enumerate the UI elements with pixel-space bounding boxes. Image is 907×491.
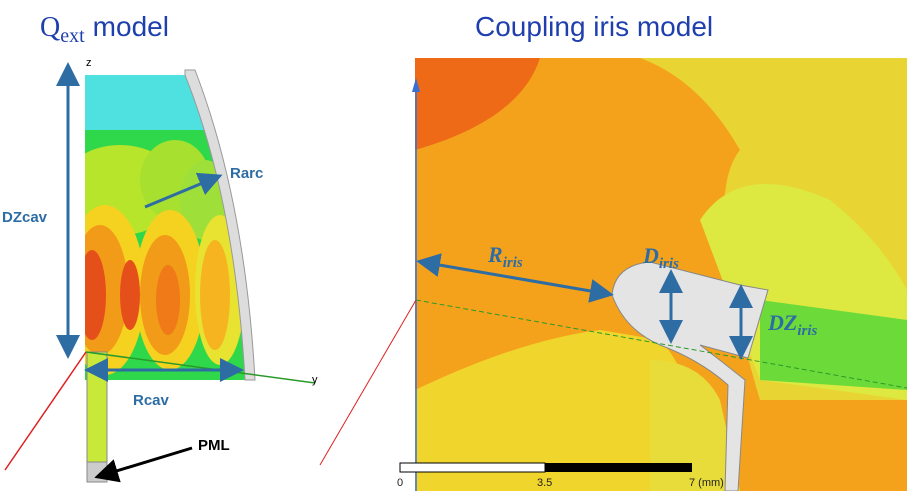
axis-y-label: y: [312, 374, 318, 386]
diris-sub: iris: [659, 256, 679, 272]
axis-x-right: [320, 300, 416, 465]
dzcav-label: DZcav: [2, 209, 48, 226]
rarc-label: Rarc: [230, 165, 263, 182]
scale-tick: 3.5: [537, 477, 552, 489]
title-coupling: Coupling iris model: [475, 11, 713, 42]
title-text: model: [93, 11, 169, 42]
riris-symbol: R: [487, 242, 503, 267]
axis-x: [5, 352, 86, 470]
scale-tick: 0: [397, 477, 403, 489]
diris-symbol: D: [642, 243, 659, 268]
dziris-symbol: DZ: [767, 310, 797, 335]
pml-arrow: [100, 448, 192, 476]
scale-white: [400, 463, 545, 472]
dziris-sub: iris: [797, 323, 817, 339]
scale-black: [545, 463, 692, 472]
title-qext: Qext model: [40, 11, 169, 47]
rcav-label: Rcav: [133, 392, 170, 409]
pml-label: PML: [198, 437, 230, 454]
cavity-field: [60, 70, 250, 390]
figure: Qextmodel Coupling iris model y z DZcav …: [0, 0, 907, 491]
riris-sub: iris: [503, 255, 523, 271]
title-sub: ext: [60, 25, 85, 47]
title-symbol: Q: [40, 12, 60, 43]
pml-end: [87, 462, 107, 482]
axis-z-label: z: [86, 57, 92, 69]
scale-tick: 7 (mm): [689, 477, 724, 489]
